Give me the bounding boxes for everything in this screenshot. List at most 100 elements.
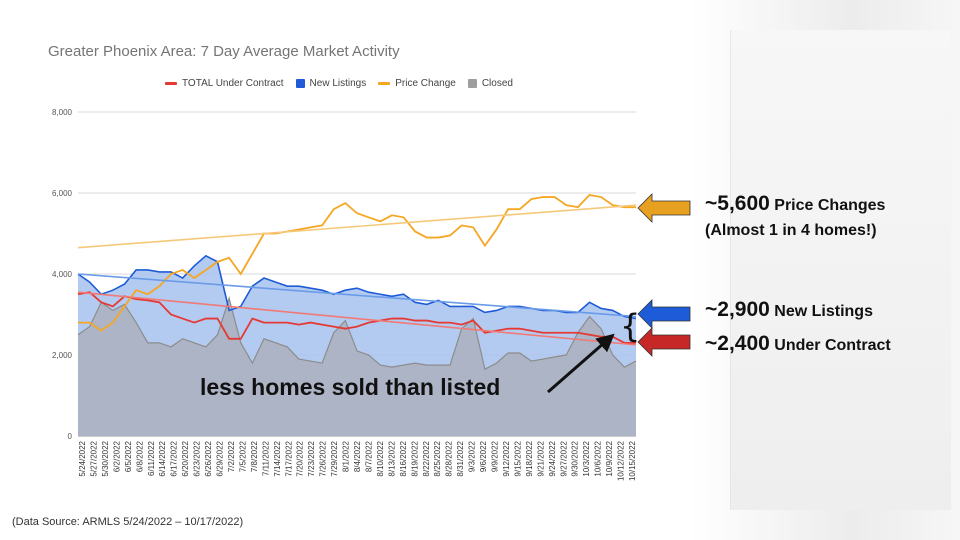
annotation-arrows [637, 193, 691, 357]
background-panel [690, 0, 960, 540]
new-listings-line [77, 254, 637, 320]
x-tick-label: 8/28/2022 [445, 440, 454, 476]
x-tick-label: 7/14/2022 [273, 440, 282, 476]
line-series [77, 194, 637, 371]
trendline [77, 291, 637, 346]
annotation-under-contract: ~2,400 Under Contract [705, 332, 891, 356]
x-tick-label: 6/17/2022 [170, 440, 179, 476]
x-tick-label: 8/7/2022 [364, 440, 373, 472]
y-tick-label: 2,000 [52, 351, 73, 360]
x-tick-label: 6/29/2022 [216, 440, 225, 476]
x-tick-label: 10/6/2022 [594, 440, 603, 476]
annotation-label: Under Contract [774, 337, 891, 354]
x-tick-label: 9/3/2022 [468, 440, 477, 472]
legend-swatch [378, 82, 391, 85]
annotation-number: ~2,900 [705, 298, 770, 321]
x-tick-label: 10/9/2022 [605, 440, 614, 476]
legend-swatch [295, 79, 305, 88]
annotation-new-listings: ~2,900 New Listings [705, 298, 873, 322]
x-tick-label: 7/29/2022 [330, 440, 339, 476]
trendline [77, 204, 637, 249]
x-tick-label: 8/1/2022 [342, 440, 351, 472]
legend-item-under-contract[interactable]: TOTAL Under Contract [165, 78, 284, 89]
x-tick-label: 6/5/2022 [124, 440, 133, 472]
y-tick-label: 0 [68, 432, 73, 441]
x-tick-label: 6/8/2022 [135, 440, 144, 472]
x-tick-label: 7/23/2022 [307, 440, 316, 476]
x-tick-label: 9/30/2022 [571, 440, 580, 476]
x-tick-label: 9/15/2022 [513, 440, 522, 476]
x-tick-label: 5/30/2022 [101, 440, 110, 476]
x-tick-label: 8/31/2022 [456, 440, 465, 476]
new-listings-arrow [637, 299, 691, 329]
closed-area [78, 298, 636, 436]
x-tick-label: 10/15/2022 [628, 440, 637, 481]
brace-icon: { [620, 307, 641, 345]
under-contract-line [77, 291, 636, 344]
annotation-price-changes: ~5,600 Price Changes [705, 192, 885, 216]
annotation-label: Price Changes [774, 197, 886, 214]
x-tick-label: 9/18/2022 [525, 440, 534, 476]
legend-item-closed[interactable]: Closed [467, 78, 513, 89]
x-tick-label: 8/22/2022 [422, 440, 431, 476]
price-changes-arrow [637, 193, 691, 223]
x-tick-label: 9/21/2022 [536, 440, 545, 476]
annotation-label: New Listings [774, 303, 873, 320]
legend-label: TOTAL Under Contract [182, 78, 284, 89]
closed-line [77, 296, 637, 371]
x-tick-label: 6/2/2022 [112, 440, 121, 472]
legend-label: New Listings [309, 78, 367, 89]
callout-arrow [547, 333, 615, 394]
x-tick-label: 8/10/2022 [376, 440, 385, 476]
legend-item-new-listings[interactable]: New Listings [295, 78, 367, 89]
x-tick-label: 8/4/2022 [353, 440, 362, 472]
x-tick-label: 9/6/2022 [479, 440, 488, 472]
x-tick-label: 10/3/2022 [582, 440, 591, 476]
x-tick-label: 5/27/2022 [89, 440, 98, 476]
trendlines [77, 204, 637, 346]
x-tick-label: 7/5/2022 [238, 440, 247, 472]
data-source: (Data Source: ARMLS 5/24/2022 – 10/17/20… [12, 516, 244, 528]
x-tick-label: 6/23/2022 [193, 440, 202, 476]
legend-label: Price Change [395, 78, 456, 89]
legend-swatch [467, 79, 477, 88]
x-tick-label: 7/17/2022 [284, 440, 293, 476]
x-tick-label: 8/16/2022 [399, 440, 408, 476]
x-tick-label: 8/25/2022 [433, 440, 442, 476]
background-panel-inner [730, 30, 951, 510]
x-tick-label: 9/12/2022 [502, 440, 511, 476]
x-tick-label: 10/12/2022 [617, 440, 626, 481]
x-tick-label: 7/26/2022 [319, 440, 328, 476]
x-tick-label: 6/26/2022 [204, 440, 213, 476]
x-tick-label: 6/20/2022 [181, 440, 190, 476]
callout-text: less homes sold than listed [200, 374, 501, 400]
legend: TOTAL Under Contract New Listings Price … [165, 78, 513, 89]
x-tick-label: 8/13/2022 [387, 440, 396, 476]
x-tick-label: 9/27/2022 [559, 440, 568, 476]
legend-label: Closed [481, 78, 513, 89]
area-series [78, 255, 636, 436]
trendline [77, 273, 637, 318]
y-tick-label: 8,000 [52, 108, 73, 117]
price-change-line [78, 194, 636, 332]
x-axis-ticks: 5/24/2022 5/27/2022 5/30/2022 6/2/2022 6/5/2… [78, 440, 637, 481]
legend-item-price-change[interactable]: Price Change [378, 78, 456, 89]
x-tick-label: 7/11/2022 [261, 440, 270, 476]
y-tick-label: 6,000 [52, 189, 73, 198]
x-tick-label: 7/20/2022 [296, 440, 305, 476]
x-tick-label: 7/8/2022 [250, 440, 259, 472]
x-tick-label: 9/9/2022 [491, 440, 500, 472]
legend-swatch [165, 82, 177, 85]
x-tick-label: 7/2/2022 [227, 440, 236, 472]
annotation-number: ~5,600 [705, 192, 770, 215]
x-tick-label: 8/19/2022 [410, 440, 419, 476]
chart-title: Greater Phoenix Area: 7 Day Average Mark… [48, 43, 400, 60]
x-tick-label: 9/24/2022 [548, 440, 557, 476]
annotation-number: ~2,400 [705, 332, 770, 355]
x-tick-label: 6/11/2022 [147, 440, 156, 476]
y-tick-label: 4,000 [52, 270, 73, 279]
annotation-price-changes-sub: (Almost 1 in 4 homes!) [705, 222, 877, 239]
y-axis-ticks: 0 2,000 4,000 6,000 8,000 [52, 108, 73, 441]
x-tick-label: 6/14/2022 [158, 440, 167, 476]
